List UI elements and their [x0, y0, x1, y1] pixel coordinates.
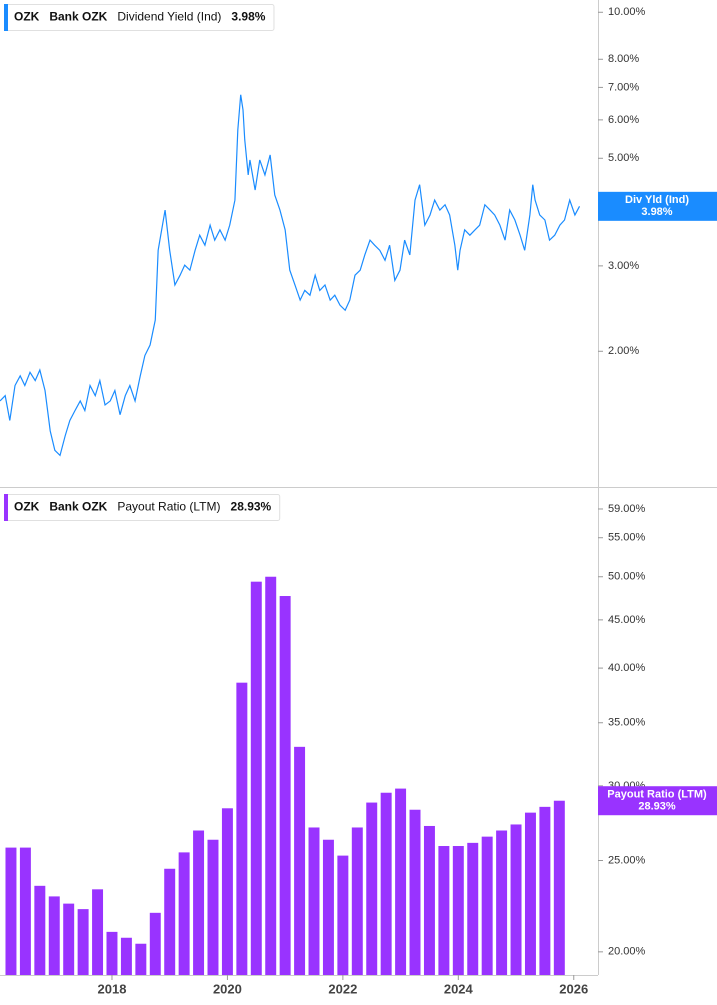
- value-tag-value: 28.93%: [638, 801, 676, 813]
- bar: [149, 912, 161, 975]
- legend-ticker: OZK: [14, 10, 40, 24]
- bar: [351, 827, 363, 975]
- y-tick-label: 10.00%: [608, 6, 646, 18]
- bar: [34, 885, 46, 975]
- legend-swatch: [4, 4, 8, 31]
- bar: [92, 889, 104, 975]
- bar: [366, 802, 378, 975]
- bar: [19, 847, 31, 975]
- legend-name: Dividend Yield (Ind): [117, 10, 221, 24]
- bar: [395, 788, 407, 975]
- value-tag-label: Payout Ratio (LTM): [607, 789, 707, 801]
- y-tick-label: 45.00%: [608, 614, 646, 626]
- bar: [294, 746, 306, 975]
- bar: [467, 842, 479, 975]
- bar: [423, 825, 435, 975]
- y-tick-label: 40.00%: [608, 662, 646, 674]
- bar: [77, 909, 89, 975]
- bar: [524, 812, 536, 975]
- value-tag: [598, 786, 717, 816]
- y-tick-label: 2.00%: [608, 345, 639, 357]
- x-tick-label: 2022: [328, 981, 357, 996]
- bar: [250, 581, 262, 975]
- legend-ticker: OZK: [14, 500, 40, 514]
- bar: [106, 931, 118, 975]
- legend-last-label: 3.98%: [231, 10, 265, 24]
- value-tag: [598, 191, 717, 221]
- bar: [265, 576, 277, 975]
- y-tick-label: 20.00%: [608, 946, 646, 958]
- bar: [481, 836, 493, 975]
- value-tag-label: Div Yld (Ind): [625, 194, 689, 206]
- legend-last-label: 28.93%: [231, 500, 272, 514]
- y-tick-label: 7.00%: [608, 81, 639, 93]
- bar: [207, 839, 219, 975]
- bar: [438, 846, 450, 975]
- x-tick-label: 2026: [559, 981, 588, 996]
- bar: [539, 806, 551, 975]
- bar: [5, 847, 17, 975]
- y-tick-label: 35.00%: [608, 717, 646, 729]
- bar: [279, 596, 291, 975]
- bar: [337, 855, 349, 975]
- legend-company: Bank OZK: [49, 10, 107, 24]
- value-tag-value: 3.98%: [641, 206, 672, 218]
- bar: [452, 846, 464, 975]
- line-series: [0, 94, 581, 457]
- y-tick-label: 55.00%: [608, 532, 646, 544]
- bar: [135, 943, 147, 975]
- bar: [178, 852, 190, 975]
- y-tick-label: 6.00%: [608, 114, 639, 126]
- bar: [322, 839, 334, 975]
- legend: OZK Bank OZK Payout Ratio (LTM) 28.93%: [4, 494, 281, 521]
- bar: [63, 903, 75, 975]
- bar: [221, 808, 233, 975]
- bar: [510, 824, 522, 975]
- x-tick-label: 2024: [444, 981, 474, 996]
- legend-name: Payout Ratio (LTM): [117, 500, 220, 514]
- y-tick-label: 25.00%: [608, 854, 646, 866]
- y-tick-label: 50.00%: [608, 571, 646, 583]
- legend-swatch: [4, 494, 8, 521]
- bar: [496, 830, 508, 975]
- bar: [409, 809, 421, 975]
- y-tick-label: 8.00%: [608, 53, 639, 65]
- y-tick-label: 3.00%: [608, 260, 639, 272]
- bar: [236, 682, 248, 975]
- bar: [164, 868, 176, 975]
- bar: [308, 827, 320, 975]
- y-tick-label: 59.00%: [608, 503, 646, 515]
- y-tick-label: 5.00%: [608, 152, 639, 164]
- bar: [553, 800, 565, 975]
- x-tick-label: 2020: [213, 981, 242, 996]
- x-tick-label: 2018: [98, 981, 127, 996]
- legend: OZK Bank OZK Dividend Yield (Ind) 3.98%: [4, 4, 275, 31]
- legend-company: Bank OZK: [49, 500, 107, 514]
- bar: [380, 792, 392, 975]
- bar: [193, 830, 205, 975]
- bar: [48, 896, 60, 975]
- bar: [120, 937, 132, 975]
